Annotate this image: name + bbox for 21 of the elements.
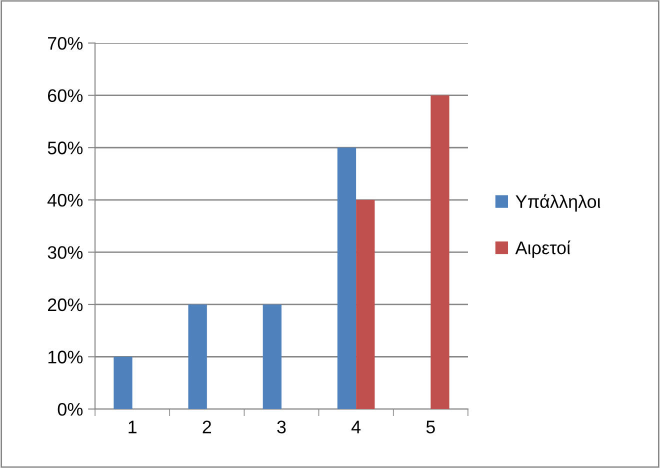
y-tick-label: 70% xyxy=(48,36,83,50)
bar xyxy=(114,356,132,410)
x-tick-label: 3 xyxy=(277,420,286,434)
bar xyxy=(337,148,356,410)
x-tick-label: 4 xyxy=(351,420,361,434)
x-tick-label: 1 xyxy=(128,420,136,434)
bar xyxy=(262,304,282,410)
bar xyxy=(188,304,207,410)
y-tick-label: 30% xyxy=(48,246,83,259)
y-tick-label: 40% xyxy=(48,194,83,207)
y-tick-label: 50% xyxy=(48,142,83,154)
legend-label: Υπάλληλοι xyxy=(516,194,600,212)
x-tick-label: 2 xyxy=(202,420,212,434)
y-tick-label: 10% xyxy=(48,350,83,364)
y-tick-label: 0% xyxy=(58,402,83,416)
bar xyxy=(356,200,375,410)
x-tick-label: 5 xyxy=(426,420,435,434)
y-tick-label: 60% xyxy=(48,89,83,102)
y-tick-label: 20% xyxy=(48,298,83,312)
bar xyxy=(430,95,450,410)
legend-label: Αιρετοί xyxy=(515,240,570,258)
